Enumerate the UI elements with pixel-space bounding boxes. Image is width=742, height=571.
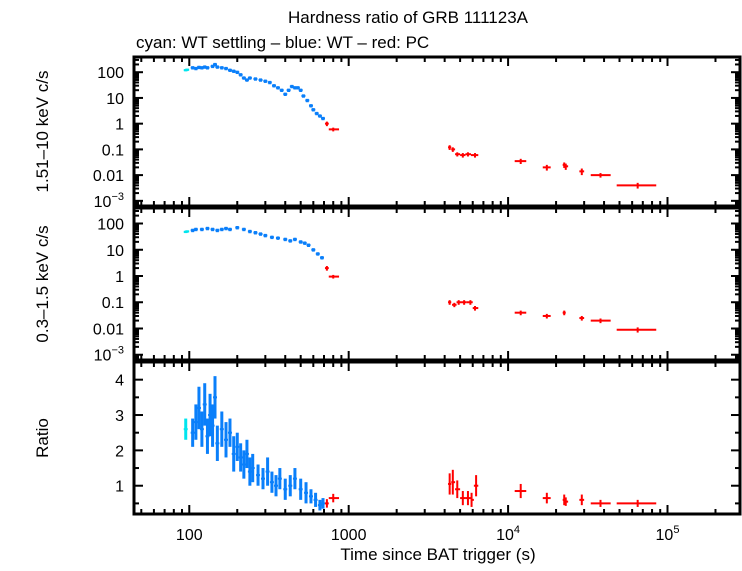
panel-1: 100 10 1 0.1 0.01 10−3 0.3–1.5 keV c/s [33, 206, 742, 365]
y-tick-label: 2 [115, 443, 124, 460]
y-axis-label: Ratio [33, 418, 52, 458]
panel-frame [132, 55, 742, 208]
y-tick-label: 1 [115, 479, 124, 496]
y-tick-label: 10−3 [94, 345, 124, 365]
chart-title: Hardness ratio of GRB 111123A [288, 8, 529, 27]
x-axis-label: Time since BAT trigger (s) [340, 545, 535, 564]
y-tick-label: 1 [115, 117, 124, 134]
y-tick-label: 10 [106, 243, 124, 260]
panel-0: 100 10 1 0.1 0.01 10−3 1.51–10 keV c/s [33, 55, 742, 211]
y-axis-label: 1.51–10 keV c/s [33, 71, 52, 193]
y-tick-label: 0.01 [93, 321, 124, 338]
y-tick-label: 0.1 [102, 142, 124, 159]
y-tick-label: 10 [106, 91, 124, 108]
y-tick-label: 100 [97, 217, 124, 234]
y-tick-label: 10−3 [94, 191, 124, 211]
y-tick-label: 3 [115, 408, 124, 425]
panel-2: 1 2 3 4 Ratio [33, 360, 742, 516]
panel-frame [132, 206, 742, 362]
y-tick-label: 1 [115, 269, 124, 286]
x-tick-label: 104 [496, 524, 520, 544]
panel-frame [132, 360, 742, 516]
y-tick-label: 0.01 [93, 168, 124, 185]
y-tick-label: 4 [115, 373, 124, 390]
x-tick-label: 100 [176, 527, 203, 544]
y-tick-label: 0.1 [102, 295, 124, 312]
y-tick-label: 100 [97, 65, 124, 82]
x-tick-label: 105 [656, 524, 680, 544]
x-tick-label: 1000 [331, 527, 367, 544]
chart-subtitle: cyan: WT settling – blue: WT – red: PC [136, 33, 429, 52]
y-axis-label: 0.3–1.5 keV c/s [33, 225, 52, 342]
